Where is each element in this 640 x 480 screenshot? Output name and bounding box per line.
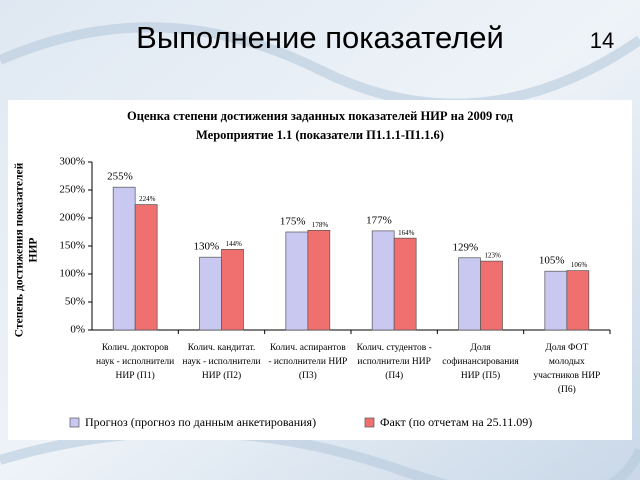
x-tick-label: участников НИР (533, 371, 600, 381)
x-tick-label: исполнители НИР (357, 357, 431, 367)
page-number: 14 (590, 28, 614, 53)
value-label: 129% (453, 241, 479, 253)
bar (285, 231, 309, 331)
y-axis-label: НИР (28, 238, 40, 263)
x-tick-label: Колич. кандитат. (188, 343, 256, 353)
bar (199, 256, 222, 331)
bar (393, 237, 417, 331)
bar (134, 204, 158, 331)
chart-subtitle: Мероприятие 1.1 (показатели П1.1.1-П1.1.… (196, 128, 444, 142)
x-tick-label: НИР (П1) (116, 370, 155, 381)
bar (458, 257, 481, 331)
value-label: 144% (226, 240, 243, 248)
bar (221, 249, 244, 331)
legend-label: Прогноз (прогноз по данным анкетирования… (85, 415, 316, 429)
bar (480, 260, 503, 331)
x-tick-label: НИР (П5) (461, 370, 500, 381)
x-tick-label: Колич. докторов (102, 343, 169, 353)
x-tick-label: Доля ФОТ (545, 343, 588, 353)
x-tick-label: софинансирования (442, 356, 519, 367)
value-label: 178% (312, 221, 329, 229)
legend-swatch (364, 417, 375, 428)
chart-title: Оценка степени достижения заданных показ… (127, 109, 514, 123)
value-label: 224% (139, 195, 156, 203)
y-tick-label: 250% (59, 184, 85, 196)
x-tick-label: (П6) (558, 384, 576, 395)
decoration (0, 22, 640, 109)
bar (566, 270, 590, 331)
y-tick-label: 100% (59, 268, 85, 280)
x-tick-label: наук - исполнители (182, 357, 260, 367)
x-tick-label: наук - исполнители (96, 357, 174, 367)
x-tick-label: (П3) (299, 370, 317, 381)
x-tick-label: - исполнители НИР (268, 357, 347, 367)
legend-swatch (69, 417, 80, 428)
bar (544, 270, 568, 331)
x-tick-label: Колич. аспирантов (270, 343, 346, 353)
legend-label: Факт (по отчетам на 25.11.09) (380, 415, 532, 429)
y-tick-label: 300% (59, 156, 85, 168)
x-tick-label: Колич. студентов - (357, 343, 432, 353)
x-tick-label: НИР (П2) (202, 370, 241, 381)
value-label: 123% (485, 252, 502, 260)
x-tick-label: Доля (470, 343, 491, 353)
value-label: 255% (107, 171, 133, 183)
value-label: 175% (280, 216, 306, 228)
bar (307, 229, 331, 331)
slide-title: Выполнение показателей (136, 20, 504, 55)
value-label: 177% (366, 214, 392, 226)
bar (112, 186, 136, 331)
value-label: 105% (539, 255, 565, 267)
x-tick-label: (П4) (385, 370, 403, 381)
x-tick-label: молодых (549, 357, 585, 367)
y-tick-label: 150% (59, 240, 85, 252)
y-tick-label: 50% (65, 296, 85, 308)
value-label: 164% (398, 229, 415, 237)
y-axis-label: Степень достижения показателей (14, 162, 26, 337)
bar (371, 230, 395, 331)
y-tick-label: 0% (70, 324, 85, 336)
value-label: 106% (571, 261, 588, 269)
y-tick-label: 200% (59, 212, 85, 224)
value-label: 130% (194, 241, 220, 253)
